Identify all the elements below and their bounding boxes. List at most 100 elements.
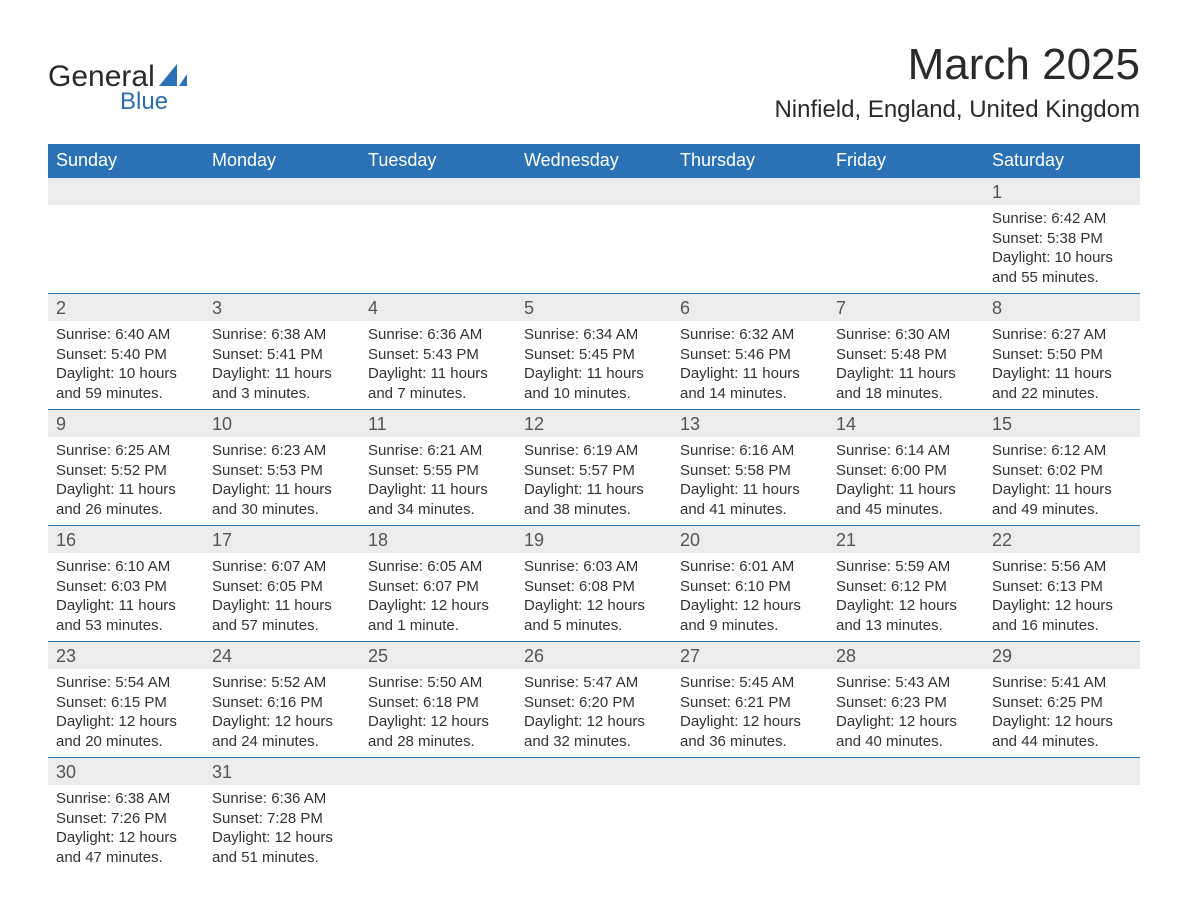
sunset-text: Sunset: 5:43 PM	[368, 345, 508, 365]
daylight-text: Daylight: 10 hours	[992, 248, 1132, 268]
day-body-cell: Sunrise: 6:36 AMSunset: 7:28 PMDaylight:…	[204, 785, 360, 873]
daylight-text: Daylight: 11 hours	[524, 480, 664, 500]
day-number: 19	[516, 526, 672, 553]
sunrise-text: Sunrise: 6:38 AM	[212, 325, 352, 345]
day-number: 29	[984, 642, 1140, 669]
day-number: 18	[360, 526, 516, 553]
day-number: 27	[672, 642, 828, 669]
daylight-text: and 41 minutes.	[680, 500, 820, 520]
daylight-text: and 40 minutes.	[836, 732, 976, 752]
sunrise-text: Sunrise: 6:21 AM	[368, 441, 508, 461]
day-number: 7	[828, 294, 984, 321]
day-number-cell	[984, 758, 1140, 786]
sunset-text: Sunset: 5:53 PM	[212, 461, 352, 481]
day-number: 17	[204, 526, 360, 553]
sunrise-text: Sunrise: 5:59 AM	[836, 557, 976, 577]
daylight-text: Daylight: 11 hours	[56, 480, 196, 500]
day-number-cell	[48, 178, 204, 206]
day-body: Sunrise: 6:34 AMSunset: 5:45 PMDaylight:…	[516, 321, 672, 409]
daylight-text: Daylight: 10 hours	[56, 364, 196, 384]
sunrise-text: Sunrise: 5:56 AM	[992, 557, 1132, 577]
day-body: Sunrise: 5:52 AMSunset: 6:16 PMDaylight:…	[204, 669, 360, 757]
day-number: 21	[828, 526, 984, 553]
day-number-cell	[828, 178, 984, 206]
daylight-text: Daylight: 11 hours	[992, 480, 1132, 500]
daynum-row: 2345678	[48, 294, 1140, 322]
daylight-text: and 30 minutes.	[212, 500, 352, 520]
day-body: Sunrise: 6:38 AMSunset: 5:41 PMDaylight:…	[204, 321, 360, 409]
sunrise-text: Sunrise: 6:16 AM	[680, 441, 820, 461]
day-body: Sunrise: 5:47 AMSunset: 6:20 PMDaylight:…	[516, 669, 672, 757]
daylight-text: Daylight: 12 hours	[992, 596, 1132, 616]
daylight-text: Daylight: 12 hours	[212, 828, 352, 848]
sunrise-text: Sunrise: 6:25 AM	[56, 441, 196, 461]
header: General Blue March 2025 Ninfield, Englan…	[48, 40, 1140, 134]
day-number: 10	[204, 410, 360, 437]
daylight-text: Daylight: 12 hours	[368, 596, 508, 616]
day-body-cell: Sunrise: 6:23 AMSunset: 5:53 PMDaylight:…	[204, 437, 360, 526]
day-body: Sunrise: 6:38 AMSunset: 7:26 PMDaylight:…	[48, 785, 204, 873]
day-body-cell: Sunrise: 5:50 AMSunset: 6:18 PMDaylight:…	[360, 669, 516, 758]
sunset-text: Sunset: 6:20 PM	[524, 693, 664, 713]
day-body-cell	[204, 205, 360, 294]
day-body: Sunrise: 6:05 AMSunset: 6:07 PMDaylight:…	[360, 553, 516, 641]
daylight-text: Daylight: 11 hours	[992, 364, 1132, 384]
daynum-row: 23242526272829	[48, 642, 1140, 670]
day-body: Sunrise: 6:23 AMSunset: 5:53 PMDaylight:…	[204, 437, 360, 525]
day-number-cell: 29	[984, 642, 1140, 670]
title-block: March 2025 Ninfield, England, United Kin…	[774, 40, 1140, 134]
day-number-cell	[516, 178, 672, 206]
sunset-text: Sunset: 6:10 PM	[680, 577, 820, 597]
day-body-cell: Sunrise: 6:34 AMSunset: 5:45 PMDaylight:…	[516, 321, 672, 410]
day-number-cell: 31	[204, 758, 360, 786]
day-body: Sunrise: 6:40 AMSunset: 5:40 PMDaylight:…	[48, 321, 204, 409]
day-number-cell: 22	[984, 526, 1140, 554]
daylight-text: Daylight: 12 hours	[524, 712, 664, 732]
sunset-text: Sunset: 5:41 PM	[212, 345, 352, 365]
day-body: Sunrise: 6:03 AMSunset: 6:08 PMDaylight:…	[516, 553, 672, 641]
sunset-text: Sunset: 5:58 PM	[680, 461, 820, 481]
day-body: Sunrise: 6:12 AMSunset: 6:02 PMDaylight:…	[984, 437, 1140, 525]
day-number-cell: 9	[48, 410, 204, 438]
daylight-text: Daylight: 12 hours	[524, 596, 664, 616]
sunrise-text: Sunrise: 6:42 AM	[992, 209, 1132, 229]
day-number: 28	[828, 642, 984, 669]
logo-text-blue: Blue	[120, 88, 187, 116]
day-body: Sunrise: 6:30 AMSunset: 5:48 PMDaylight:…	[828, 321, 984, 409]
daylight-text: and 20 minutes.	[56, 732, 196, 752]
day-body: Sunrise: 6:10 AMSunset: 6:03 PMDaylight:…	[48, 553, 204, 641]
day-number: 11	[360, 410, 516, 437]
sunset-text: Sunset: 7:28 PM	[212, 809, 352, 829]
day-body: Sunrise: 6:25 AMSunset: 5:52 PMDaylight:…	[48, 437, 204, 525]
day-number: 2	[48, 294, 204, 321]
daylight-text: Daylight: 12 hours	[56, 712, 196, 732]
sunset-text: Sunset: 5:52 PM	[56, 461, 196, 481]
day-number: 22	[984, 526, 1140, 553]
day-body-cell: Sunrise: 6:25 AMSunset: 5:52 PMDaylight:…	[48, 437, 204, 526]
day-number-cell: 18	[360, 526, 516, 554]
day-body: Sunrise: 6:27 AMSunset: 5:50 PMDaylight:…	[984, 321, 1140, 409]
daylight-text: Daylight: 11 hours	[368, 364, 508, 384]
day-body: Sunrise: 6:16 AMSunset: 5:58 PMDaylight:…	[672, 437, 828, 525]
daylight-text: Daylight: 12 hours	[836, 712, 976, 732]
sunset-text: Sunset: 5:48 PM	[836, 345, 976, 365]
daylight-text: Daylight: 11 hours	[524, 364, 664, 384]
daylight-text: Daylight: 11 hours	[836, 364, 976, 384]
sunset-text: Sunset: 5:50 PM	[992, 345, 1132, 365]
day-number-cell: 27	[672, 642, 828, 670]
day-number-cell: 28	[828, 642, 984, 670]
day-number: 15	[984, 410, 1140, 437]
day-number-cell: 2	[48, 294, 204, 322]
day-body-cell: Sunrise: 6:21 AMSunset: 5:55 PMDaylight:…	[360, 437, 516, 526]
day-number-cell: 4	[360, 294, 516, 322]
sunset-text: Sunset: 6:03 PM	[56, 577, 196, 597]
day-number: 31	[204, 758, 360, 785]
day-number-cell: 30	[48, 758, 204, 786]
day-number: 8	[984, 294, 1140, 321]
day-number: 26	[516, 642, 672, 669]
day-header: Sunday	[48, 144, 204, 178]
day-body-cell: Sunrise: 6:16 AMSunset: 5:58 PMDaylight:…	[672, 437, 828, 526]
daylight-text: and 22 minutes.	[992, 384, 1132, 404]
daylight-text: Daylight: 11 hours	[836, 480, 976, 500]
sunrise-text: Sunrise: 6:03 AM	[524, 557, 664, 577]
